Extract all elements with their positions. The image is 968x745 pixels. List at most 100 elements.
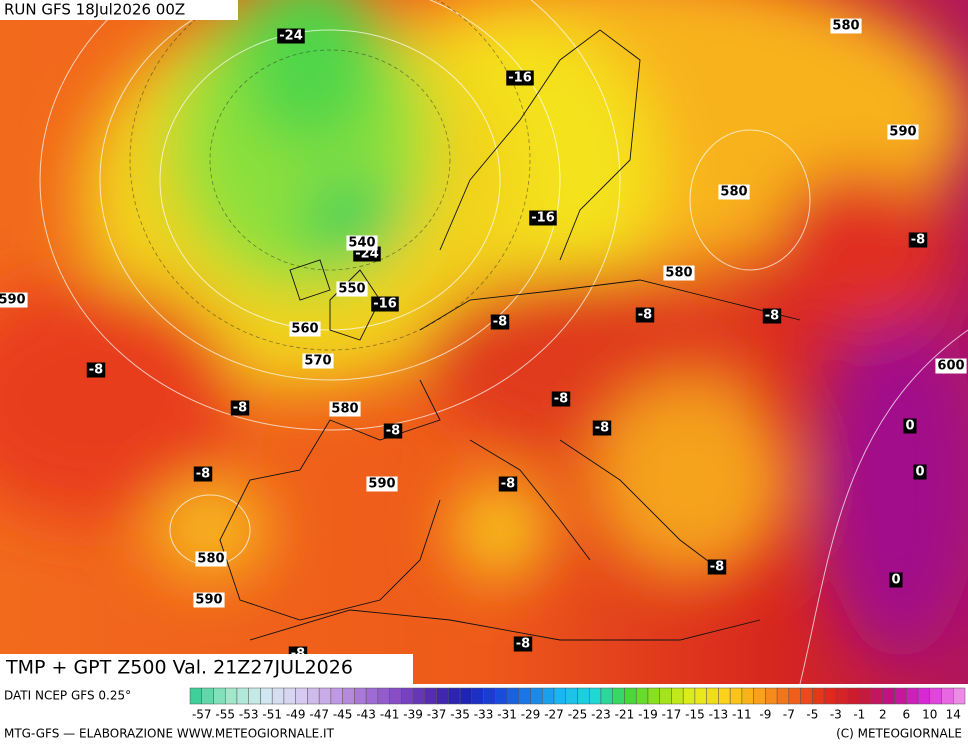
colorbar-cell [635,687,649,705]
colorbar-cell [506,687,520,705]
colorbar-label: -3 [830,708,842,722]
colorbar-cell [553,687,567,705]
colorbar-cell [812,687,825,705]
colorbar-cell [389,687,402,705]
colorbar-cell [600,687,613,705]
temperature-label-box [903,418,917,434]
colorbar-cell [518,687,531,705]
colorbar-label: -17 [662,708,682,722]
colorbar-cell [471,687,484,705]
height-label-box [663,265,695,281]
colorbar-cell [917,687,931,705]
temperature-label: -16 [508,71,532,86]
colorbar-label: 10 [922,708,937,722]
temperature-label: 0 [915,465,924,480]
temperature-label: -8 [765,309,779,324]
height-label: 580 [197,552,224,567]
colorbar-label: -29 [521,708,541,722]
colorbar-cell [189,687,202,705]
map-title-box [0,654,413,684]
temperature-label-box [707,559,727,575]
temperature-label: -8 [233,401,247,416]
colorbar-cell [647,687,660,705]
colorbar-cell [271,687,285,705]
height-label-box [193,592,225,608]
colorbar-cell [565,687,578,705]
colorbar-cell [377,687,390,705]
colorbar-label: -19 [638,708,658,722]
colorbar-cell [706,687,719,705]
colorbar-label: -35 [450,708,470,722]
temperature-label: 0 [891,573,900,588]
height-label-box [366,476,398,492]
height-label-box [935,358,967,374]
colorbar-cell [236,687,249,705]
temperature-label: -8 [554,392,568,407]
colorbar-label: -43 [356,708,376,722]
height-label: 580 [665,266,692,281]
source-label: DATI NCEP GFS 0.25° [4,689,131,703]
colorbar-cell [354,687,367,705]
colorbar-label: -49 [286,708,306,722]
colorbar-label: -27 [544,708,564,722]
temperature-label: -8 [89,363,103,378]
colorbar-cell [941,687,954,705]
temperature-label-box [513,636,533,652]
height-label: 550 [338,282,365,297]
temperature-label: -8 [710,560,724,575]
height-label-box [195,551,227,567]
colorbar-cell [753,687,766,705]
colorbar-label: 2 [879,708,887,722]
colorbar-cell [776,687,790,705]
copyright-label: (C) METEOGIORNALE [836,727,962,741]
colorbar-label: -5 [806,708,818,722]
colorbar-cell [659,687,672,705]
colorbar-label: -13 [709,708,729,722]
credit-label: MTG-GFS — ELABORAZIONE WWW.METEOGIORNALE… [4,727,335,741]
temperature-label: -8 [501,477,515,492]
colorbar-cell [671,687,684,705]
temperature-label-box [908,232,928,248]
temperature-label-box [889,572,903,588]
colorbar-cell [318,687,332,705]
colorbar-label: -41 [380,708,400,722]
colorbar-cell [307,687,320,705]
temperature-label: -8 [196,467,210,482]
temperature-label-box [762,308,782,324]
temperature-label-box [529,210,557,226]
height-label: 560 [291,322,318,337]
temperature-label-box [635,307,655,323]
temperature-label: -8 [493,315,507,330]
colorbar-cell [800,687,813,705]
height-label: 580 [331,402,358,417]
temperature-label: -8 [638,308,652,323]
temperature-label: 0 [905,419,914,434]
height-label: 540 [348,236,375,251]
colorbar-cell [459,687,473,705]
run-label: RUN GFS 18Jul2026 00Z [4,1,185,19]
colorbar-cell [260,687,273,705]
height-label-box [329,401,361,417]
colorbar-label: -7 [783,708,795,722]
temperature-label-box [230,400,250,416]
colorbar-cell [894,687,907,705]
colorbar-label: -25 [568,708,588,722]
colorbar-cell [765,687,778,705]
colorbar-label: -15 [685,708,705,722]
colorbar-label: -21 [615,708,635,722]
colorbar-cell [682,687,696,705]
colorbar-label: -37 [427,708,447,722]
colorbar-cell [612,687,625,705]
colorbar-cell [248,687,261,705]
height-label-box [0,292,28,308]
height-label-box [302,353,334,369]
colorbar-cell [530,687,543,705]
temperature-label: -24 [279,29,303,44]
colorbar-label: -53 [239,708,259,722]
temperature-label: -16 [373,297,397,312]
height-label: 580 [720,185,747,200]
colorbar-cell [718,687,731,705]
temperature-label-box [383,423,403,439]
temperature-label-box [498,476,518,492]
colorbar-cell [424,687,437,705]
